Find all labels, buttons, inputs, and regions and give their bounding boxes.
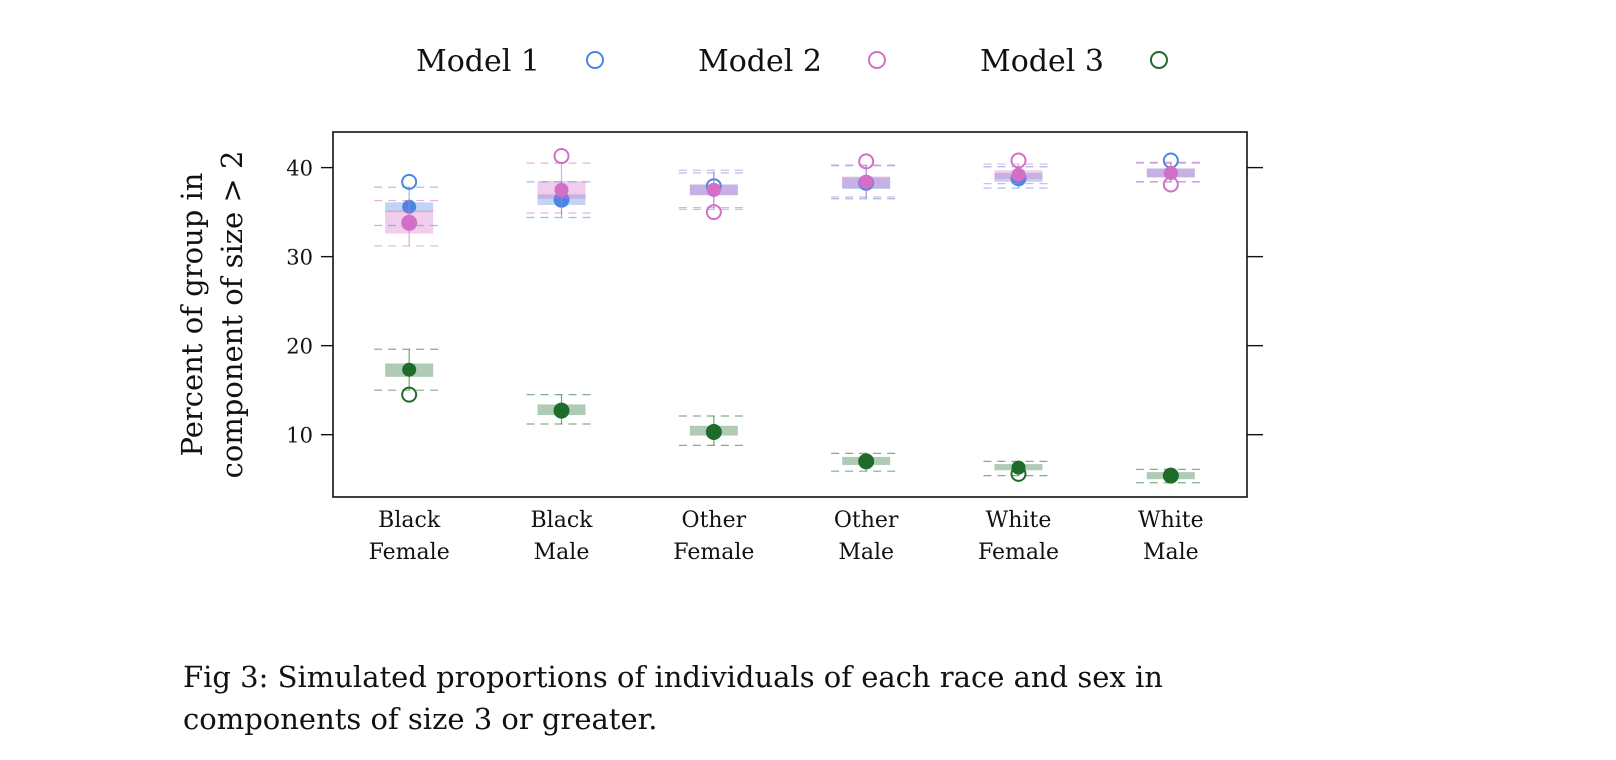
observed-point (553, 402, 570, 419)
legend-marker (585, 51, 604, 69)
series-1 (374, 152, 1206, 227)
x-tick-label: Female (369, 540, 450, 565)
simulated-point (554, 182, 569, 197)
observed-point (401, 214, 418, 231)
simulated-point (402, 215, 417, 230)
legend-marker (1149, 51, 1168, 69)
legend-label: Model 2 (698, 44, 822, 79)
observed-point (858, 153, 875, 170)
y-label-line: Percent of group in (175, 173, 209, 457)
x-tick-label: White (986, 508, 1052, 533)
y-axis: 10 20 30 40 (286, 157, 1263, 448)
legend-label: Model 3 (980, 44, 1104, 79)
y-axis-label: Percent of group in component of size > 2 (175, 151, 249, 479)
y-tick-label: 20 (286, 335, 313, 359)
y-tick-label: 40 (286, 157, 313, 181)
x-tick-label: Other (682, 508, 747, 533)
x-tick-label: Male (838, 540, 894, 565)
observed-point (705, 424, 722, 441)
y-tick-label: 30 (286, 246, 313, 270)
simulated-point (554, 403, 569, 418)
x-tick-label: White (1138, 508, 1204, 533)
observed-point (1010, 465, 1027, 482)
series-2 (374, 148, 1206, 247)
x-tick-label: Male (1143, 540, 1199, 565)
observed-point (705, 204, 722, 221)
plot-frame (332, 131, 1248, 498)
x-tick-label: Black (531, 508, 594, 533)
simulated-point (859, 174, 874, 189)
x-tick-label: Other (834, 508, 899, 533)
simulated-point (1163, 468, 1178, 483)
simulated-point (402, 362, 417, 377)
x-tick-label: Female (978, 540, 1059, 565)
x-axis: Black Female Black Male Other Female Other Male… (369, 508, 1204, 565)
legend: Model 1 Model 2 Model 3 (416, 44, 1168, 79)
observed-point (858, 453, 875, 470)
observed-point (1162, 467, 1179, 484)
legend-marker (867, 51, 886, 69)
simulated-point (1163, 165, 1178, 180)
simulated-point (706, 424, 721, 439)
legend-label: Model 1 (416, 44, 540, 79)
y-tick-label: 10 (286, 424, 313, 448)
x-tick-label: Male (534, 540, 590, 565)
plot-area (332, 131, 1248, 498)
x-tick-label: Female (673, 540, 754, 565)
observed-point (1162, 176, 1179, 193)
simulated-point (1011, 167, 1026, 182)
figure-caption: Fig 3: Simulated proportions of individu… (183, 660, 1163, 736)
observed-point (1010, 152, 1027, 169)
observed-point (553, 148, 570, 165)
simulated-point (859, 454, 874, 469)
simulated-point (706, 182, 721, 197)
x-tick-label: Black (378, 508, 441, 533)
observed-point (401, 173, 418, 190)
observed-point (401, 386, 418, 403)
series-3 (374, 348, 1206, 484)
y-label-line: component of size > 2 (215, 151, 249, 479)
